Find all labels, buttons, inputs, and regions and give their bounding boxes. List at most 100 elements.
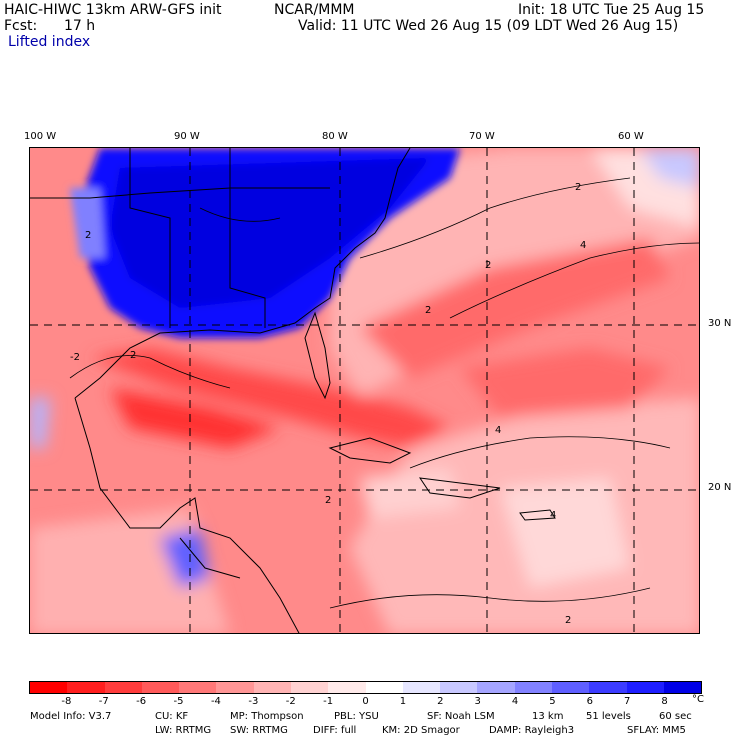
resolution: 13 km	[532, 711, 564, 722]
colorbar-tick-label: 5	[549, 696, 556, 707]
colorbar	[29, 681, 702, 694]
colorbar-unit: °C	[692, 694, 704, 705]
coastline	[74, 148, 411, 399]
colorbar-segment	[626, 682, 664, 693]
colorbar-tick-label: -7	[98, 696, 109, 707]
valid-time: Valid: 11 UTC Wed 26 Aug 15 (09 LDT Wed …	[298, 18, 679, 34]
colorbar-tick-label: -2	[285, 696, 296, 707]
timestep: 60 sec	[659, 711, 692, 722]
contour-label: 2	[325, 495, 331, 506]
colorbar-tick-label: 4	[511, 696, 519, 707]
colorbar-ticks: -8 -7 -6 -5 -4 -3 -2 -1 0 1 2 3 4 5 6 7 8	[29, 696, 702, 708]
colorbar-tick-label: 2	[437, 696, 444, 707]
light-band	[500, 478, 630, 588]
colorbar-tick-label: -5	[173, 696, 184, 707]
contour-line	[69, 355, 231, 389]
colorbar-segment	[141, 682, 180, 693]
coastline	[74, 397, 300, 633]
strong-band	[110, 388, 280, 448]
coastline	[328, 437, 412, 464]
strong-band	[460, 348, 670, 418]
contour-label: 4	[495, 425, 501, 436]
colorbar-segment	[551, 682, 590, 693]
contour-line	[359, 177, 631, 259]
contour-line	[409, 436, 671, 469]
colorbar-segment	[365, 682, 403, 693]
colorbar-tick-label: 3	[474, 696, 481, 707]
contour-label: 4	[550, 510, 556, 521]
colorbar-segment	[440, 682, 478, 693]
fcst-value: 17 h	[64, 18, 96, 34]
contour-label: 2	[425, 305, 431, 316]
light-band	[360, 468, 460, 518]
country-border	[129, 148, 171, 328]
colorbar-tick-label: 8	[661, 696, 668, 707]
colorbar-segment	[402, 682, 441, 693]
sflay-scheme: SFLAY: MM5	[627, 725, 686, 736]
mp-scheme: MP: Thompson	[230, 711, 304, 722]
field-name: Lifted index	[8, 34, 91, 50]
contour-label: 2	[130, 350, 136, 361]
lon-label: 100 W	[24, 131, 57, 142]
fcst-label: Fcst:	[4, 18, 38, 34]
lifted-index-map: 2 4 2 2 4 2 2 -2 2 4 2 2	[29, 147, 700, 634]
colorbar-tick-label: -1	[323, 696, 334, 707]
lw-scheme: LW: RRTMG	[155, 725, 212, 736]
colorbar-segment	[67, 682, 105, 693]
cu-scheme: CU: KF	[155, 711, 189, 722]
model-title: HAIC-HIWC 13km ARW-GFS init	[4, 2, 222, 18]
lon-label: 90 W	[174, 131, 200, 142]
contour-label: -2	[70, 352, 80, 363]
colorbar-tick-label: -3	[248, 696, 259, 707]
country-border	[229, 148, 266, 328]
diff-scheme: DIFF: full	[313, 725, 357, 736]
model-version: Model Info: V3.7	[30, 711, 112, 722]
colorbar-segment	[514, 682, 552, 693]
colorbar-segment	[216, 682, 254, 693]
colorbar-tick-label: 7	[624, 696, 631, 707]
colorbar-segment	[328, 682, 366, 693]
contour-line	[199, 207, 281, 222]
damp-scheme: DAMP: Rayleigh3	[489, 725, 575, 736]
lon-label: 60 W	[618, 131, 644, 142]
coastline	[304, 311, 331, 400]
colorbar-tick-label: -8	[61, 696, 72, 707]
colorbar-tick-label: 6	[586, 696, 594, 707]
colorbar-segment	[589, 682, 627, 693]
contour-label: 2	[565, 615, 571, 626]
levels: 51 levels	[586, 711, 631, 722]
pbl-scheme: PBL: YSU	[334, 711, 379, 722]
km-scheme: KM: 2D Smagor	[382, 725, 460, 736]
coastline	[519, 509, 556, 521]
country-border	[179, 537, 241, 579]
stable-patch	[30, 398, 50, 448]
strong-band	[360, 238, 670, 378]
contour-label: 2	[575, 182, 581, 193]
colorbar-segment	[477, 682, 515, 693]
contour-line	[449, 242, 699, 319]
stable-region	[70, 188, 105, 258]
contour-line	[329, 587, 651, 609]
stable-patch	[160, 528, 210, 588]
lat-label: 20 N	[708, 482, 732, 493]
colorbar-segment	[179, 682, 217, 693]
colorbar-tick-label: -6	[136, 696, 147, 707]
lat-label: 30 N	[708, 318, 732, 329]
colorbar-segment	[253, 682, 291, 693]
contour-label: 2	[485, 260, 491, 271]
colorbar-tick-label: 0	[362, 696, 369, 707]
colorbar-segment	[290, 682, 329, 693]
org-label: NCAR/MMM	[274, 2, 355, 18]
stable-patch	[640, 148, 699, 188]
colorbar-tick-label: 1	[399, 696, 407, 707]
sw-scheme: SW: RRTMG	[230, 725, 288, 736]
colorbar-segment	[104, 682, 142, 693]
sf-scheme: SF: Noah LSM	[427, 711, 495, 722]
init-time: Init: 18 UTC Tue 25 Aug 15	[518, 2, 705, 18]
lon-label: 70 W	[469, 131, 495, 142]
colorbar-segment	[30, 682, 68, 693]
contour-label: 2	[85, 230, 91, 241]
contour-label: 4	[580, 240, 586, 251]
colorbar-tick-label: -4	[210, 696, 221, 707]
lon-label: 80 W	[322, 131, 348, 142]
